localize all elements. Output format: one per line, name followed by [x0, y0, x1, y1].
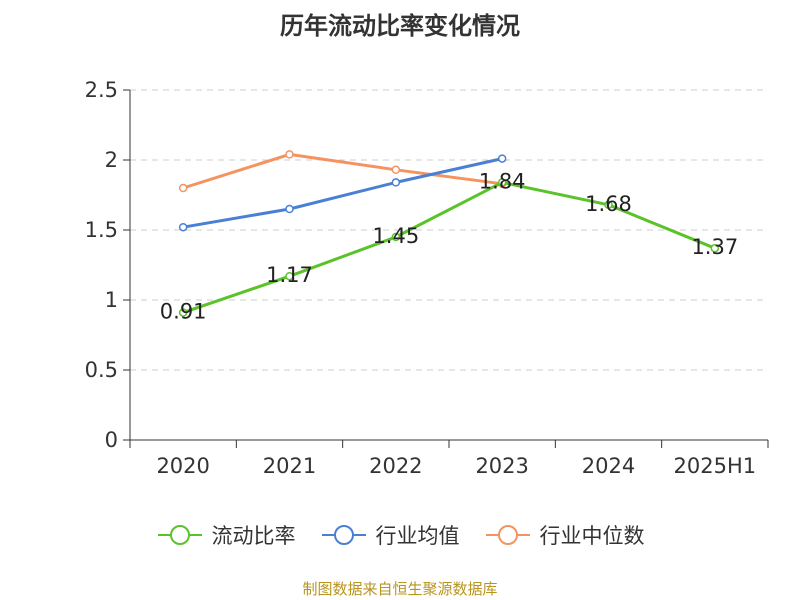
data-point	[285, 204, 294, 214]
data-label: 1.17	[266, 263, 313, 287]
data-point	[391, 178, 401, 187]
data-point	[178, 183, 188, 193]
series-line	[182, 152, 503, 190]
chart-title: 历年流动比率变化情况	[280, 12, 520, 40]
y-tick-label: 0	[105, 428, 118, 452]
data-label: 1.45	[372, 224, 419, 248]
data-label: 1.37	[691, 235, 738, 259]
y-tick-label: 1	[105, 288, 118, 312]
legend-marker-icon	[321, 525, 366, 545]
y-tick-label: 1.5	[85, 218, 118, 242]
series-line	[182, 157, 503, 229]
legend-label: 流动比率	[211, 524, 296, 548]
legend-label: 行业中位数	[539, 524, 645, 548]
data-point	[604, 200, 613, 210]
y-tick-label: 2.5	[85, 78, 118, 102]
series-line	[182, 180, 716, 315]
data-point	[285, 150, 294, 159]
data-point	[178, 222, 188, 232]
y-tick-label: 0.5	[85, 358, 118, 382]
x-tick-label: 2023	[475, 454, 528, 478]
data-point	[497, 178, 507, 187]
legend-marker-icon	[157, 525, 202, 545]
y-tick-label: 2	[105, 148, 118, 172]
data-point	[391, 232, 401, 242]
legend-label: 行业均值	[375, 524, 460, 548]
data-point	[710, 243, 720, 253]
data-point	[285, 271, 294, 281]
x-tick-label: 2021	[263, 454, 316, 478]
data-label: 1.68	[585, 192, 632, 216]
legend-item[interactable]: 行业均值	[320, 520, 460, 550]
legend-item[interactable]: 行业中位数	[484, 520, 645, 550]
legend-item[interactable]: 流动比率	[156, 520, 296, 550]
legend-marker-icon	[485, 525, 530, 545]
data-label: 0.91	[160, 300, 207, 324]
x-tick-label: 2022	[369, 454, 422, 478]
x-tick-label: 2025H1	[674, 454, 757, 478]
data-label: 1.84	[479, 169, 526, 193]
x-tick-label: 2024	[582, 454, 635, 478]
data-point	[391, 165, 401, 175]
data-point	[178, 308, 188, 317]
chart-legend: 流动比率 行业均值 行业中位数	[0, 520, 800, 550]
x-tick-label: 2020	[156, 454, 209, 478]
data-point	[497, 154, 507, 163]
data-source-note: 制图数据来自恒生聚源数据库	[302, 580, 498, 598]
